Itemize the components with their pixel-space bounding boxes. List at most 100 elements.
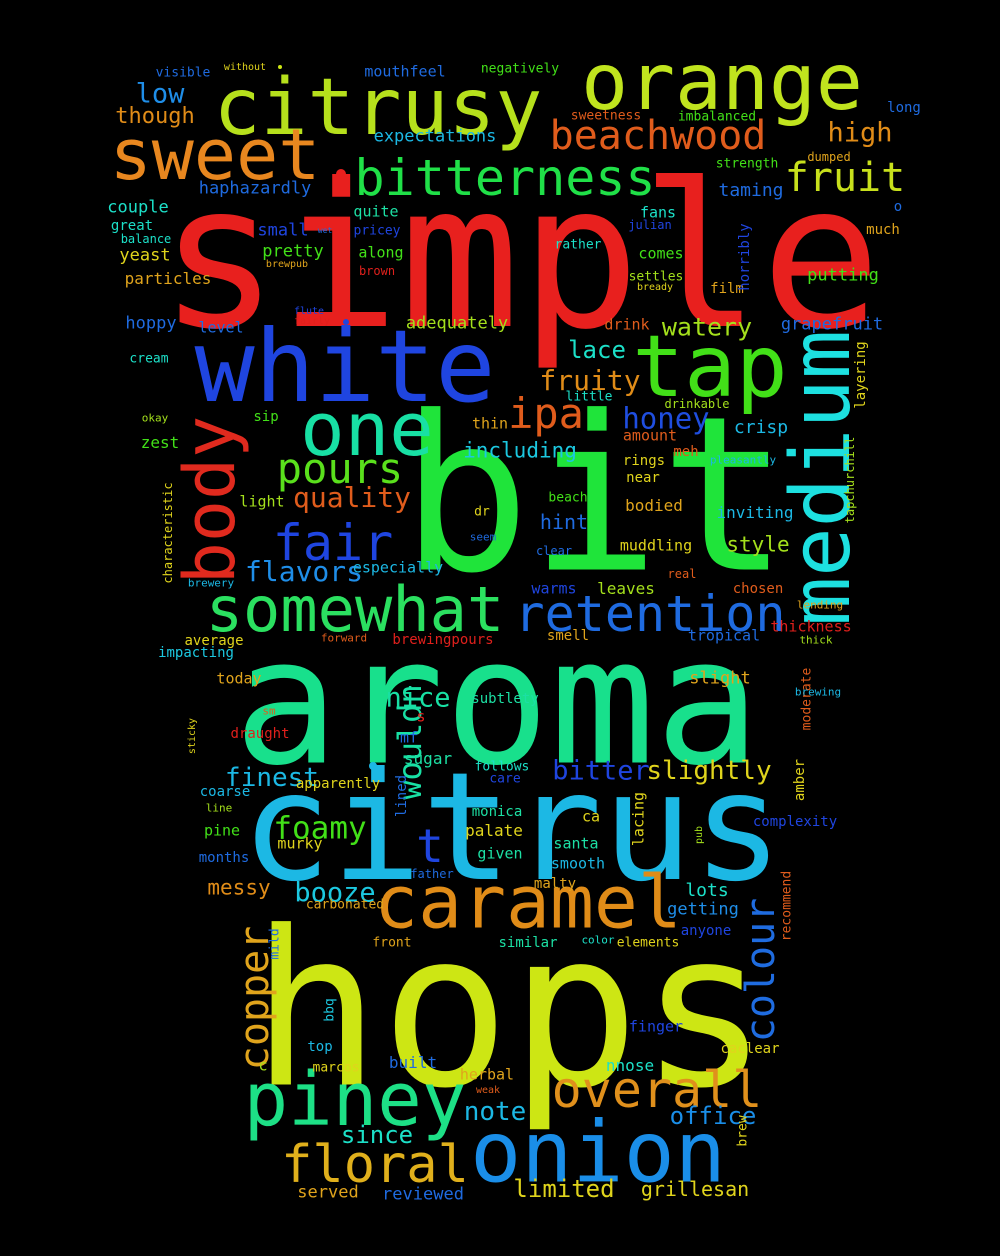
cloud-word-somewhat: somewhat: [205, 573, 505, 646]
cloud-word-herbal: herbal: [459, 1065, 515, 1084]
cloud-word-real: real: [667, 567, 697, 581]
cloud-word-layering: layering: [853, 341, 869, 409]
cloud-word-months: months: [198, 850, 250, 866]
cloud-word-brewing: brewing: [794, 685, 842, 699]
cloud-word-bitterness: bitterness: [354, 149, 656, 207]
cloud-word-sticky: sticky: [187, 717, 198, 755]
cloud-word-sugar: sugar: [403, 749, 453, 768]
cloud-word-rings: rings: [622, 453, 666, 469]
cloud-word-expectations: expectations: [373, 126, 497, 147]
cloud-word-small: small: [257, 220, 309, 241]
cloud-word-color: color: [581, 933, 615, 947]
cloud-word-comes: comes: [638, 244, 684, 263]
cloud-word-horribly: horribly: [737, 223, 753, 291]
cloud-word-c: c: [258, 1056, 268, 1075]
cloud-word-subtlety: subtlety: [471, 691, 539, 707]
cloud-word-yeast: yeast: [119, 245, 171, 266]
cloud-word-brew: brew: [735, 1115, 751, 1147]
cloud-word-pine: pine: [203, 821, 241, 840]
cloud-word-forward: forward: [320, 631, 368, 645]
cloud-word-mild: mild: [267, 928, 283, 960]
cloud-word-thin: thin: [471, 414, 509, 433]
cloud-word-bready: bready: [636, 282, 674, 293]
decorative-dot: [343, 319, 349, 325]
cloud-word-grillesan: grillesan: [640, 1177, 750, 1201]
cloud-word-putting: putting: [807, 265, 879, 286]
cloud-word-drinkable: drinkable: [664, 397, 730, 411]
cloud-word-front: front: [372, 935, 412, 951]
cloud-word-low: low: [135, 78, 185, 110]
cloud-word-citrusy: citrusy: [213, 63, 543, 153]
cloud-word-long: long: [887, 100, 921, 116]
cloud-word-draught: draught: [230, 726, 290, 742]
cloud-word-great: great: [110, 218, 154, 234]
cloud-word-fans: fans: [639, 203, 677, 222]
cloud-word-sm: sm: [262, 704, 276, 718]
cloud-word-tropical: tropical: [687, 626, 761, 645]
cloud-word-foamy: foamy: [273, 810, 367, 847]
cloud-word-inviting: inviting: [716, 503, 794, 522]
cloud-word-finest: finest: [225, 763, 319, 793]
cloud-word-piney: piney: [243, 1057, 467, 1143]
cloud-word-without: without: [223, 62, 267, 73]
cloud-word-bodied: bodied: [625, 496, 683, 515]
cloud-word-muddling: muddling: [619, 536, 693, 555]
decorative-dot: [278, 65, 282, 69]
cloud-word-today: today: [216, 669, 262, 688]
cloud-word-dumped: dumped: [807, 150, 851, 164]
cloud-word-mf: mf: [399, 728, 419, 747]
cloud-word-lined: lined: [394, 774, 410, 818]
cloud-word-santa: santa: [553, 834, 599, 853]
decorative-dot: [369, 762, 377, 770]
cloud-word-aroma: aroma: [233, 601, 761, 805]
cloud-word-characteristic: characteristic: [161, 482, 175, 584]
cloud-word-hint: hint: [539, 510, 589, 534]
cloud-word-palate: palate: [465, 821, 523, 840]
cloud-word-care: care: [489, 771, 521, 787]
cloud-word-citrus: citrus: [241, 741, 783, 915]
decorative-dot: [336, 169, 346, 179]
cloud-word-malty: malty: [533, 876, 577, 892]
cloud-word-line: line: [205, 801, 233, 815]
cloud-word-grapefruit: grapefruit: [780, 314, 884, 335]
cloud-word-strength: strength: [715, 156, 779, 172]
cloud-word-quality: quality: [292, 481, 412, 514]
cloud-word-fruit: fruit: [784, 155, 906, 201]
cloud-word-white: white: [194, 308, 496, 425]
cloud-word-moderate: moderate: [799, 667, 815, 731]
cloud-word-anyone: anyone: [680, 923, 732, 939]
cloud-word-chosen: chosen: [732, 581, 784, 597]
cloud-word-brewery: brewery: [187, 576, 235, 590]
cloud-word-bbq: bbq: [322, 998, 338, 1022]
cloud-word-smooth: smooth: [550, 854, 606, 873]
cloud-word-along: along: [358, 243, 404, 262]
cloud-word-murky: murky: [277, 834, 323, 853]
cloud-word-tapchurchill: tapchurchill: [843, 436, 857, 524]
cloud-word-film: film: [710, 281, 744, 297]
cloud-word-hoppy: hoppy: [125, 313, 177, 334]
cloud-word-little: little: [565, 389, 613, 405]
cloud-word-sip: sip: [253, 409, 279, 425]
cloud-word-nice: nice: [385, 682, 451, 714]
cloud-word-ipa: ipa: [508, 389, 584, 438]
cloud-word-level: level: [198, 318, 244, 337]
cloud-word-pretty: pretty: [262, 241, 324, 262]
cloud-word-crisp: crisp: [733, 417, 789, 438]
cloud-word-brewpub: brewpub: [265, 259, 309, 270]
cloud-word-visible: visible: [155, 65, 211, 81]
cloud-word-haphazardly: haphazardly: [198, 178, 312, 199]
cloud-word-rather: rather: [554, 237, 602, 253]
cloud-word-though: though: [115, 104, 195, 129]
cloud-word-high: high: [827, 117, 893, 149]
cloud-word-seem: seem: [469, 530, 497, 544]
cloud-word-fairly: fairly: [293, 316, 331, 327]
cloud-word-bitter: bitter: [552, 755, 650, 787]
cloud-word-meh: meh: [673, 444, 699, 460]
cloud-word-honey: honey: [622, 401, 710, 436]
cloud-word-thick: thick: [799, 633, 833, 647]
cloud-word-note: note: [463, 1097, 527, 1127]
cloud-word-tap: tap: [632, 317, 788, 417]
cloud-word-beachwood: beachwood: [549, 113, 767, 159]
cloud-word-t: t: [416, 819, 444, 873]
